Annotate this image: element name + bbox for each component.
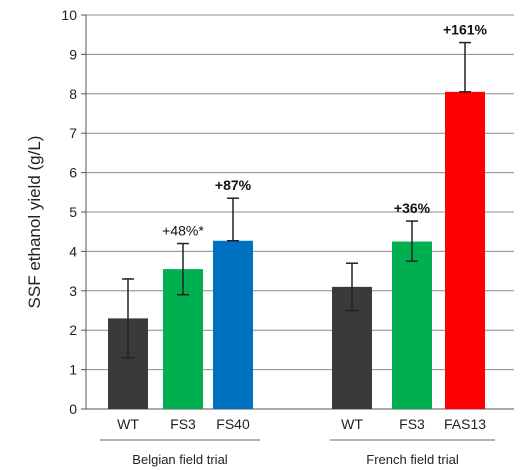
group-label: Belgian field trial (132, 452, 227, 467)
y-tick-label: 0 (69, 401, 77, 417)
y-tick-label: 2 (69, 322, 77, 338)
gridlines (86, 14, 514, 371)
axes (81, 14, 514, 441)
y-tick-label: 10 (61, 7, 77, 23)
y-tick-label: 8 (69, 86, 77, 102)
group-label: French field trial (366, 452, 459, 467)
y-tick-label: 4 (69, 243, 77, 259)
data-label: +36% (394, 200, 431, 216)
bar (213, 240, 253, 409)
x-tick-label: FS3 (399, 416, 425, 432)
x-tick-label: FS3 (170, 416, 196, 432)
y-tick-label: 7 (69, 125, 77, 141)
labels: 0 1 2 3 4 5 6 7 8 9 10 WT +48%* FS3 +87% FS40 Belgian fi… (61, 7, 487, 467)
data-label: +161% (443, 22, 488, 38)
x-tick-label: FAS13 (444, 416, 486, 432)
data-label: +87% (215, 177, 252, 193)
y-tick-label: 6 (69, 165, 77, 181)
x-tick-label: FS40 (216, 416, 250, 432)
bars (108, 41, 485, 409)
y-tick-label: 1 (69, 362, 77, 378)
y-tick-label: 3 (69, 283, 77, 299)
bar (392, 241, 432, 409)
y-tick-label: 5 (69, 204, 77, 220)
x-tick-label: WT (117, 416, 139, 432)
y-tick-label: 9 (69, 46, 77, 62)
bar (445, 91, 485, 409)
data-label: +48%* (162, 223, 204, 239)
y-axis-label: SSF ethanol yield (g/L) (25, 136, 44, 309)
x-tick-label: WT (341, 416, 363, 432)
